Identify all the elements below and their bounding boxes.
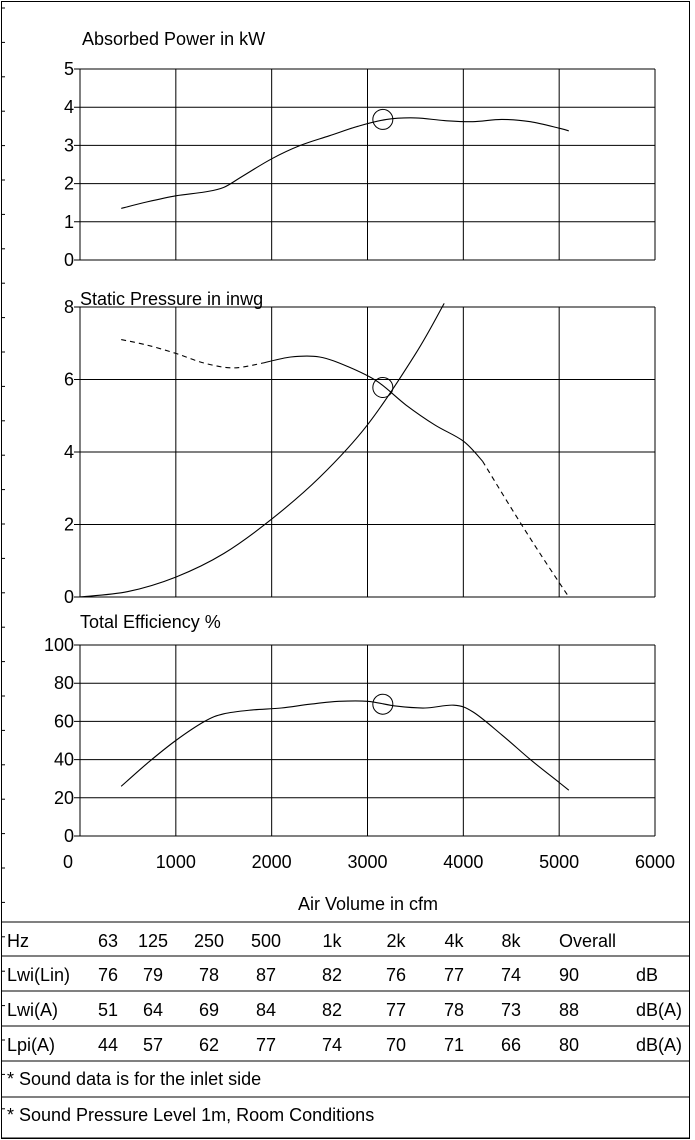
y-tick-label: 40 <box>54 750 74 770</box>
table-cell: 76 <box>386 965 406 985</box>
total-efficiency-panel: 0 20 40 60 80 100 Total Efficiency % 0 1000 2000 3… <box>44 612 675 914</box>
y-tick-label: 2 <box>64 174 74 194</box>
y-tick-label: 100 <box>44 635 74 655</box>
table-cell: 87 <box>256 965 276 985</box>
chart-title: Total Efficiency % <box>80 612 221 632</box>
table-cell: 78 <box>199 965 219 985</box>
table-cell: 90 <box>559 965 579 985</box>
y-tick-label: 0 <box>64 826 74 846</box>
y-tick-label: 80 <box>54 673 74 693</box>
table-cell: 51 <box>98 1000 118 1020</box>
y-tick-label: 4 <box>64 442 74 462</box>
operating-point <box>372 693 394 715</box>
table-cell: 71 <box>444 1035 464 1055</box>
y-tick-label: 8 <box>64 297 74 317</box>
table-cell: 82 <box>322 1000 342 1020</box>
operating-point <box>372 376 394 398</box>
table-cell: 66 <box>501 1035 521 1055</box>
table-cell: 57 <box>143 1035 163 1055</box>
y-tick-label: 0 <box>64 250 74 270</box>
x-tick-label: 2000 <box>252 852 292 872</box>
table-header-cell: 250 <box>194 931 224 951</box>
table-cell: 78 <box>444 1000 464 1020</box>
table-cell: 82 <box>322 965 342 985</box>
table-cell: Lwi(Lin) <box>7 965 70 985</box>
table-header-cell: 125 <box>138 931 168 951</box>
table-header-cell: 1k <box>322 931 342 951</box>
chart-title: Absorbed Power in kW <box>82 29 265 49</box>
series-line <box>121 117 569 209</box>
table-cell: 77 <box>444 965 464 985</box>
table-cell: Lwi(A) <box>7 1000 58 1020</box>
table-cell: 88 <box>559 1000 579 1020</box>
table-cell: 74 <box>501 965 521 985</box>
x-tick-label: 4000 <box>443 852 483 872</box>
x-tick-label: 1000 <box>156 852 196 872</box>
series-line <box>482 460 570 598</box>
x-axis-label: Air Volume in cfm <box>298 894 438 914</box>
table-header-cell: 63 <box>98 931 118 951</box>
table-cell: 62 <box>199 1035 219 1055</box>
y-tick-label: 60 <box>54 711 74 731</box>
table-note: * Sound data is for the inlet side <box>7 1069 261 1089</box>
series-line <box>121 339 263 369</box>
table-cell: Lpi(A) <box>7 1035 55 1055</box>
x-tick-label: 5000 <box>539 852 579 872</box>
table-cell: 73 <box>501 1000 521 1020</box>
sound-data-table: Hz 63 125 250 500 1k 2k 4k 8k Overall Lwi(Lin) 76 79… <box>1 921 690 1139</box>
x-tick-label: 0 <box>63 852 73 872</box>
table-header-cell: Overall <box>559 931 616 951</box>
table-cell: 44 <box>98 1035 118 1055</box>
y-tick-label: 2 <box>64 515 74 535</box>
operating-point <box>372 108 394 130</box>
table-cell: 84 <box>256 1000 276 1020</box>
table-cell: dB(A) <box>636 1000 682 1020</box>
series-line <box>261 355 483 462</box>
y-tick-label: 4 <box>64 97 74 117</box>
x-tick-label: 3000 <box>347 852 387 872</box>
table-cell: 69 <box>199 1000 219 1020</box>
table-note: * Sound Pressure Level 1m, Room Conditio… <box>7 1105 374 1125</box>
y-tick-label: 5 <box>64 59 74 79</box>
table-cell: 74 <box>322 1035 342 1055</box>
table-cell: dB <box>636 965 658 985</box>
series-line <box>79 303 445 598</box>
absorbed-power-panel: 0 1 2 3 4 5 Absorbed Power in kW <box>64 29 656 270</box>
table-header-cell: Hz <box>7 931 29 951</box>
table-header-cell: 8k <box>501 931 521 951</box>
y-tick-label: 3 <box>64 135 74 155</box>
static-pressure-panel: 0 2 4 6 8 Static Pressure in inwg <box>64 289 656 607</box>
table-cell: 64 <box>143 1000 163 1020</box>
table-header-cell: 2k <box>386 931 406 951</box>
chart-title: Static Pressure in inwg <box>80 289 263 309</box>
table-cell: 76 <box>98 965 118 985</box>
table-cell: 77 <box>256 1035 276 1055</box>
series-line <box>120 700 570 791</box>
y-tick-label: 6 <box>64 370 74 390</box>
y-tick-label: 20 <box>54 788 74 808</box>
x-tick-label: 6000 <box>635 852 675 872</box>
table-cell: 79 <box>143 965 163 985</box>
table-cell: 70 <box>386 1035 406 1055</box>
table-cell: 77 <box>386 1000 406 1020</box>
table-header-cell: 4k <box>444 931 464 951</box>
table-cell: dB(A) <box>636 1035 682 1055</box>
table-cell: 80 <box>559 1035 579 1055</box>
table-header-cell: 500 <box>251 931 281 951</box>
y-tick-label: 0 <box>64 587 74 607</box>
y-tick-label: 1 <box>64 212 74 232</box>
